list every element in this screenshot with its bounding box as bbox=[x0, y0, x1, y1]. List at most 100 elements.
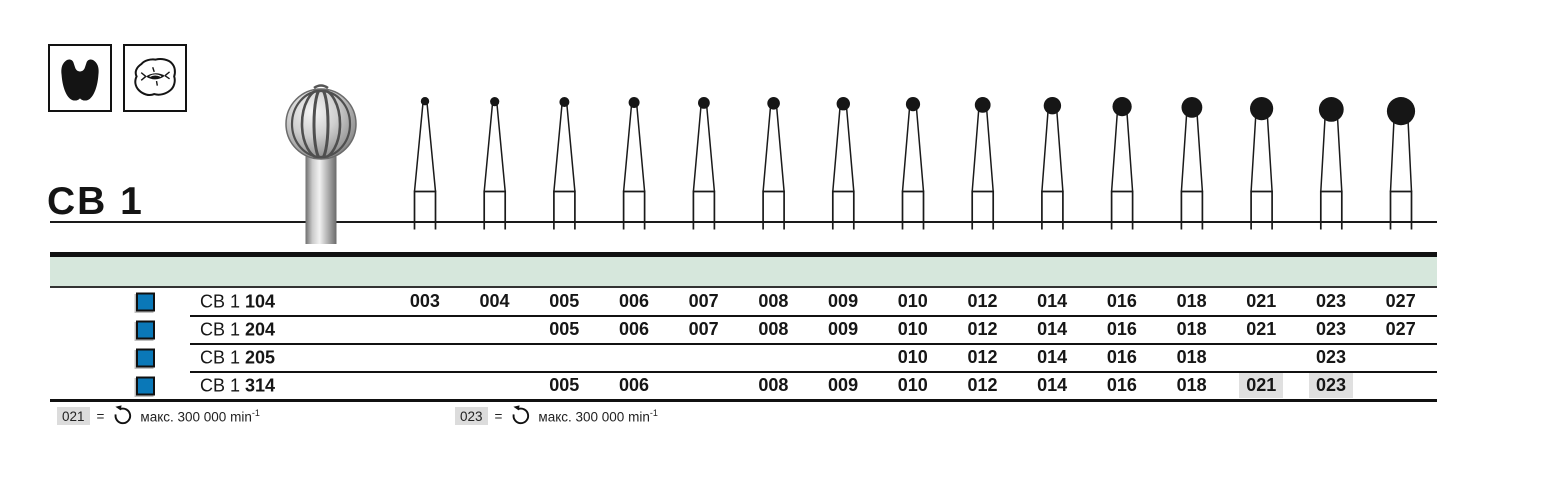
table-row-205: CB 1 205 010 012 014 016 018 023 bbox=[50, 342, 1437, 372]
size-cell-204-010: 010 bbox=[897, 319, 928, 340]
size-cells: 005 006 007 008 009 010 012 014 016 018 021 023 027 bbox=[390, 316, 1436, 344]
size-cell-204-005: 005 bbox=[549, 319, 580, 340]
size-cell-104-007: 007 bbox=[688, 291, 719, 312]
bur-size-diagram bbox=[413, 97, 1416, 230]
size-cell-205-003 bbox=[390, 344, 460, 372]
footnote-021: 021 = макс. 300 000 min-1 bbox=[57, 404, 260, 428]
size-cell-314-004 bbox=[460, 372, 530, 400]
size-cell-104-014: 014 bbox=[1037, 291, 1068, 312]
tooth-crown-glyph bbox=[61, 59, 99, 101]
occlusal-surface-icon bbox=[123, 44, 187, 112]
size-cell-104-010: 010 bbox=[897, 291, 928, 312]
bur-outline-007 bbox=[692, 97, 716, 230]
size-cell-314-006: 006 bbox=[618, 375, 649, 396]
size-cell-104-004: 004 bbox=[479, 291, 510, 312]
size-cell-205-007 bbox=[669, 344, 739, 372]
size-cell-314-007 bbox=[669, 372, 739, 400]
size-cell-314-008: 008 bbox=[758, 375, 789, 396]
bur-outline-023 bbox=[1318, 97, 1344, 230]
size-cell-104-012: 012 bbox=[967, 291, 998, 312]
bur-outline-006 bbox=[622, 97, 646, 230]
size-cell-204-012: 012 bbox=[967, 319, 998, 340]
size-cell-205-016: 016 bbox=[1106, 347, 1137, 368]
rotation-speed-icon bbox=[115, 405, 132, 425]
size-badge: 021 bbox=[57, 407, 90, 425]
size-cell-205-005 bbox=[529, 344, 599, 372]
tooth-crown-icon bbox=[48, 44, 112, 112]
table-top-border bbox=[50, 252, 1437, 257]
size-cell-205-004 bbox=[460, 344, 530, 372]
size-cell-104-023: 023 bbox=[1315, 291, 1347, 312]
availability-marker bbox=[136, 348, 155, 368]
size-cell-104-006: 006 bbox=[618, 291, 649, 312]
size-cell-314-014: 014 bbox=[1037, 375, 1068, 396]
size-cell-104-016: 016 bbox=[1106, 291, 1137, 312]
size-cell-205-023: 023 bbox=[1315, 347, 1347, 368]
equals-sign: = bbox=[96, 408, 105, 424]
table-bottom-border bbox=[50, 399, 1437, 402]
size-cell-314-018: 018 bbox=[1176, 375, 1207, 396]
bur-outline-021 bbox=[1250, 97, 1274, 230]
size-cell-205-018: 018 bbox=[1176, 347, 1207, 368]
table-row-314: CB 1 314 005 006 008 009 010 012 014 016 018 021 02… bbox=[50, 370, 1437, 400]
max-speed-text: макс. 300 000 min-1 bbox=[538, 407, 658, 425]
size-cell-204-007: 007 bbox=[688, 319, 719, 340]
row-divider bbox=[190, 342, 1437, 345]
size-cell-314-027 bbox=[1366, 372, 1436, 400]
size-cell-314-010: 010 bbox=[897, 375, 928, 396]
size-cell-204-008: 008 bbox=[758, 319, 789, 340]
size-cells: 003 004 005 006 007 008 009 010 012 014 016 018 021 0… bbox=[390, 288, 1436, 316]
bur-outline-027 bbox=[1386, 97, 1416, 230]
size-cell-104-003: 003 bbox=[409, 291, 440, 312]
size-cell-205-010: 010 bbox=[897, 347, 928, 368]
size-cells: 005 006 008 009 010 012 014 016 018 021 023 bbox=[390, 372, 1436, 400]
size-cell-204-014: 014 bbox=[1037, 319, 1068, 340]
page-title: CB 1 bbox=[47, 180, 144, 223]
size-cell-314-005: 005 bbox=[549, 375, 580, 396]
bur-outline-010 bbox=[901, 97, 925, 230]
size-cell-314-009: 009 bbox=[828, 375, 859, 396]
rotation-speed-icon bbox=[513, 405, 530, 425]
size-cell-314-021: 021 bbox=[1226, 372, 1296, 400]
size-cell-204-027: 027 bbox=[1385, 319, 1416, 340]
max-speed-text: макс. 300 000 min-1 bbox=[140, 407, 260, 425]
size-cell-104-009: 009 bbox=[828, 291, 859, 312]
row-divider bbox=[190, 314, 1437, 317]
size-cell-205-012: 012 bbox=[967, 347, 998, 368]
row-divider bbox=[190, 370, 1437, 373]
bur-outline-018 bbox=[1180, 97, 1204, 230]
size-cell-204-009: 009 bbox=[828, 319, 859, 340]
availability-marker bbox=[136, 320, 155, 340]
bur-photo bbox=[285, 84, 357, 244]
bur-outline-016 bbox=[1110, 97, 1134, 230]
table-header-band bbox=[50, 256, 1437, 286]
availability-marker bbox=[136, 376, 155, 396]
size-cell-204-018: 018 bbox=[1176, 319, 1207, 340]
size-cell-205-027 bbox=[1366, 344, 1436, 372]
baseline-rule bbox=[50, 221, 1437, 224]
footnote-023: 023 = макс. 300 000 min-1 bbox=[455, 404, 658, 428]
size-cells: 010 012 014 016 018 023 bbox=[390, 344, 1436, 372]
size-cell-205-006 bbox=[599, 344, 669, 372]
size-cell-104-027: 027 bbox=[1385, 291, 1416, 312]
table-header-line bbox=[50, 285, 1437, 288]
size-cell-204-003 bbox=[390, 316, 460, 344]
product-code: CB 1 205 bbox=[200, 347, 276, 368]
table-row-204: CB 1 204 005 006 007 008 009 010 012 014 016 018 02… bbox=[50, 314, 1437, 344]
size-badge: 023 bbox=[455, 407, 488, 425]
bur-outline-014 bbox=[1041, 97, 1064, 230]
size-cell-104-005: 005 bbox=[549, 291, 580, 312]
size-cell-314-023: 023 bbox=[1296, 372, 1366, 400]
size-cell-104-021: 021 bbox=[1246, 291, 1277, 312]
product-code: CB 1 204 bbox=[200, 319, 276, 340]
bur-outline-008 bbox=[762, 97, 785, 230]
size-cell-205-008 bbox=[739, 344, 809, 372]
product-code: CB 1 104 bbox=[200, 291, 276, 312]
bur-outline-005 bbox=[553, 97, 576, 230]
size-cell-205-009 bbox=[808, 344, 878, 372]
availability-marker bbox=[136, 292, 155, 312]
bur-outline-009 bbox=[831, 97, 855, 230]
size-cell-104-008: 008 bbox=[758, 291, 789, 312]
size-cell-204-021: 021 bbox=[1246, 319, 1277, 340]
